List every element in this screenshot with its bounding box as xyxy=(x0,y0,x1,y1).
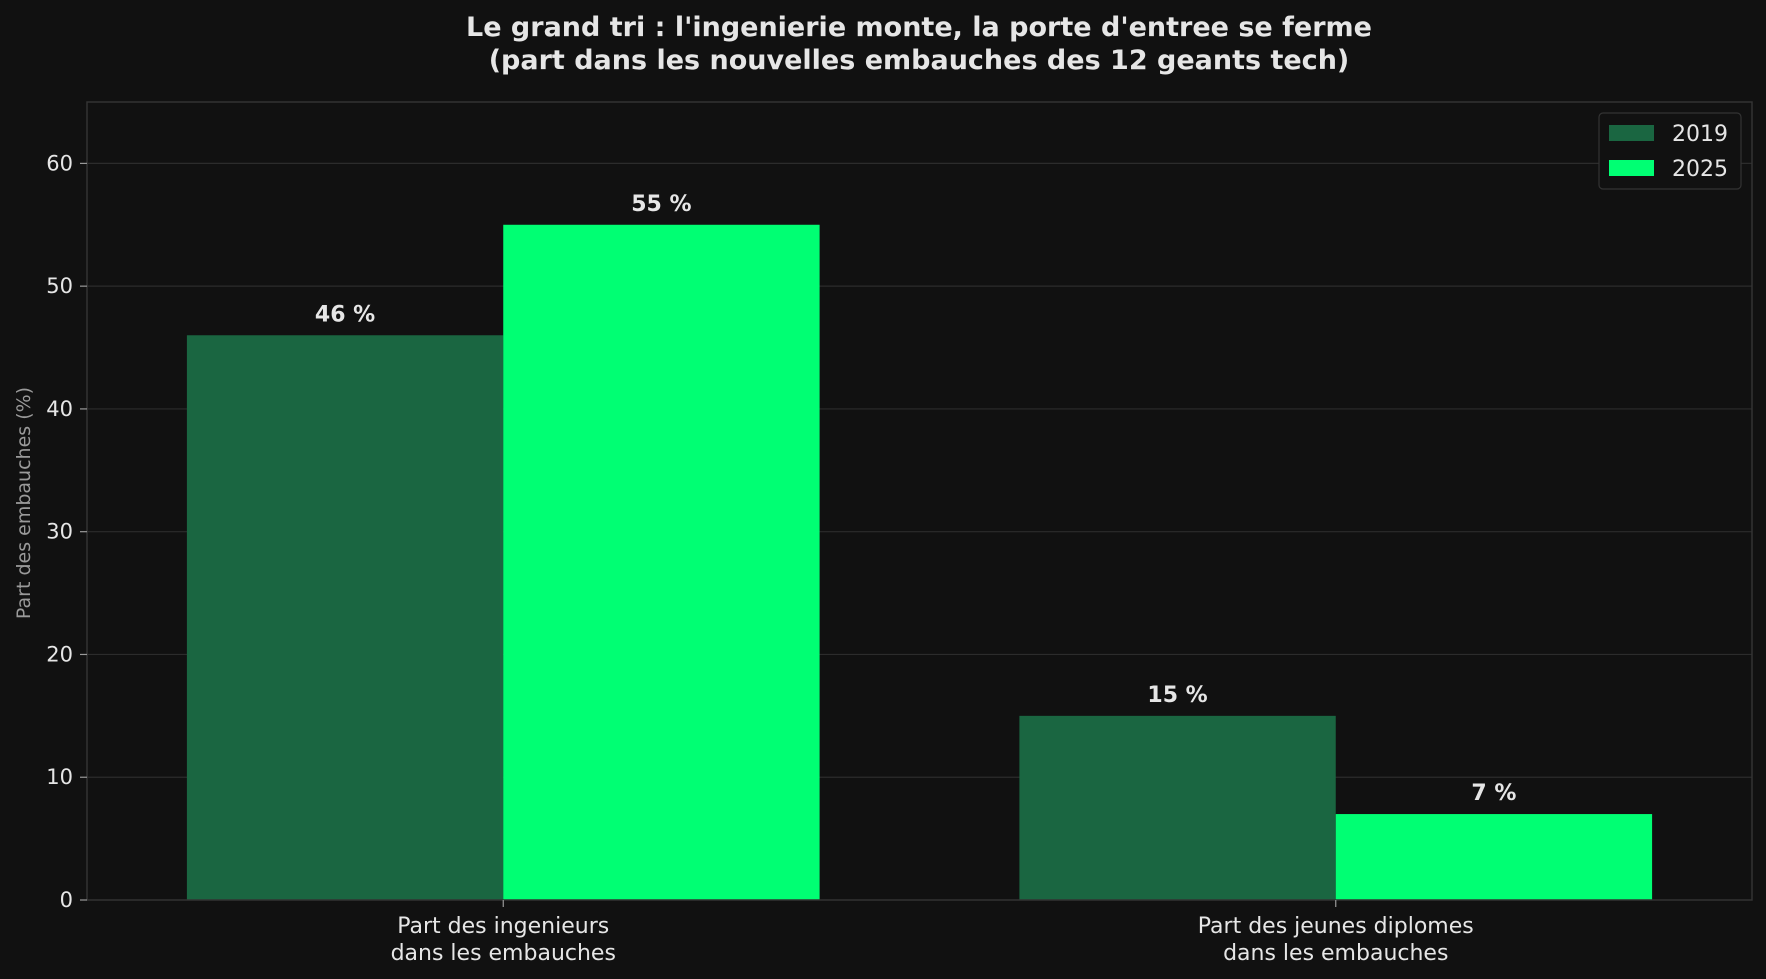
y-tick-label: 0 xyxy=(60,888,73,912)
bar-value-label: 46 % xyxy=(315,302,375,327)
bar-value-label: 7 % xyxy=(1471,781,1516,806)
legend-swatch-2019 xyxy=(1609,125,1654,141)
bar-2019-2 xyxy=(1019,716,1335,900)
chart-title-line-2: (part dans les nouvelles embauches des 1… xyxy=(489,45,1350,76)
legend-label-2025: 2025 xyxy=(1672,157,1728,182)
bar-2019-1 xyxy=(187,335,503,900)
y-axis-label: Part des embauches (%) xyxy=(13,387,35,619)
bar-value-label: 15 % xyxy=(1147,683,1207,708)
y-tick-label: 40 xyxy=(46,397,73,421)
x-category-label: Part des jeunes diplomes xyxy=(1198,914,1474,939)
y-tick-label: 50 xyxy=(46,274,73,298)
x-category-label: dans les embauches xyxy=(391,941,616,966)
y-tick-label: 10 xyxy=(46,765,73,789)
legend-label-2019: 2019 xyxy=(1672,122,1728,147)
bar-value-label: 55 % xyxy=(631,192,691,217)
legend: 2019 2025 xyxy=(1599,113,1741,189)
y-tick-label: 20 xyxy=(46,642,73,666)
y-tick-label: 60 xyxy=(46,151,73,175)
y-tick-label: 30 xyxy=(46,520,73,544)
chart-title-line-1: Le grand tri : l'ingenierie monte, la po… xyxy=(466,12,1372,43)
x-category-label: Part des ingenieurs xyxy=(397,914,609,939)
x-category-label: dans les embauches xyxy=(1223,941,1448,966)
bar-2025-2 xyxy=(1336,814,1652,900)
legend-swatch-2025 xyxy=(1609,160,1654,176)
bar-2025-1 xyxy=(503,225,819,900)
